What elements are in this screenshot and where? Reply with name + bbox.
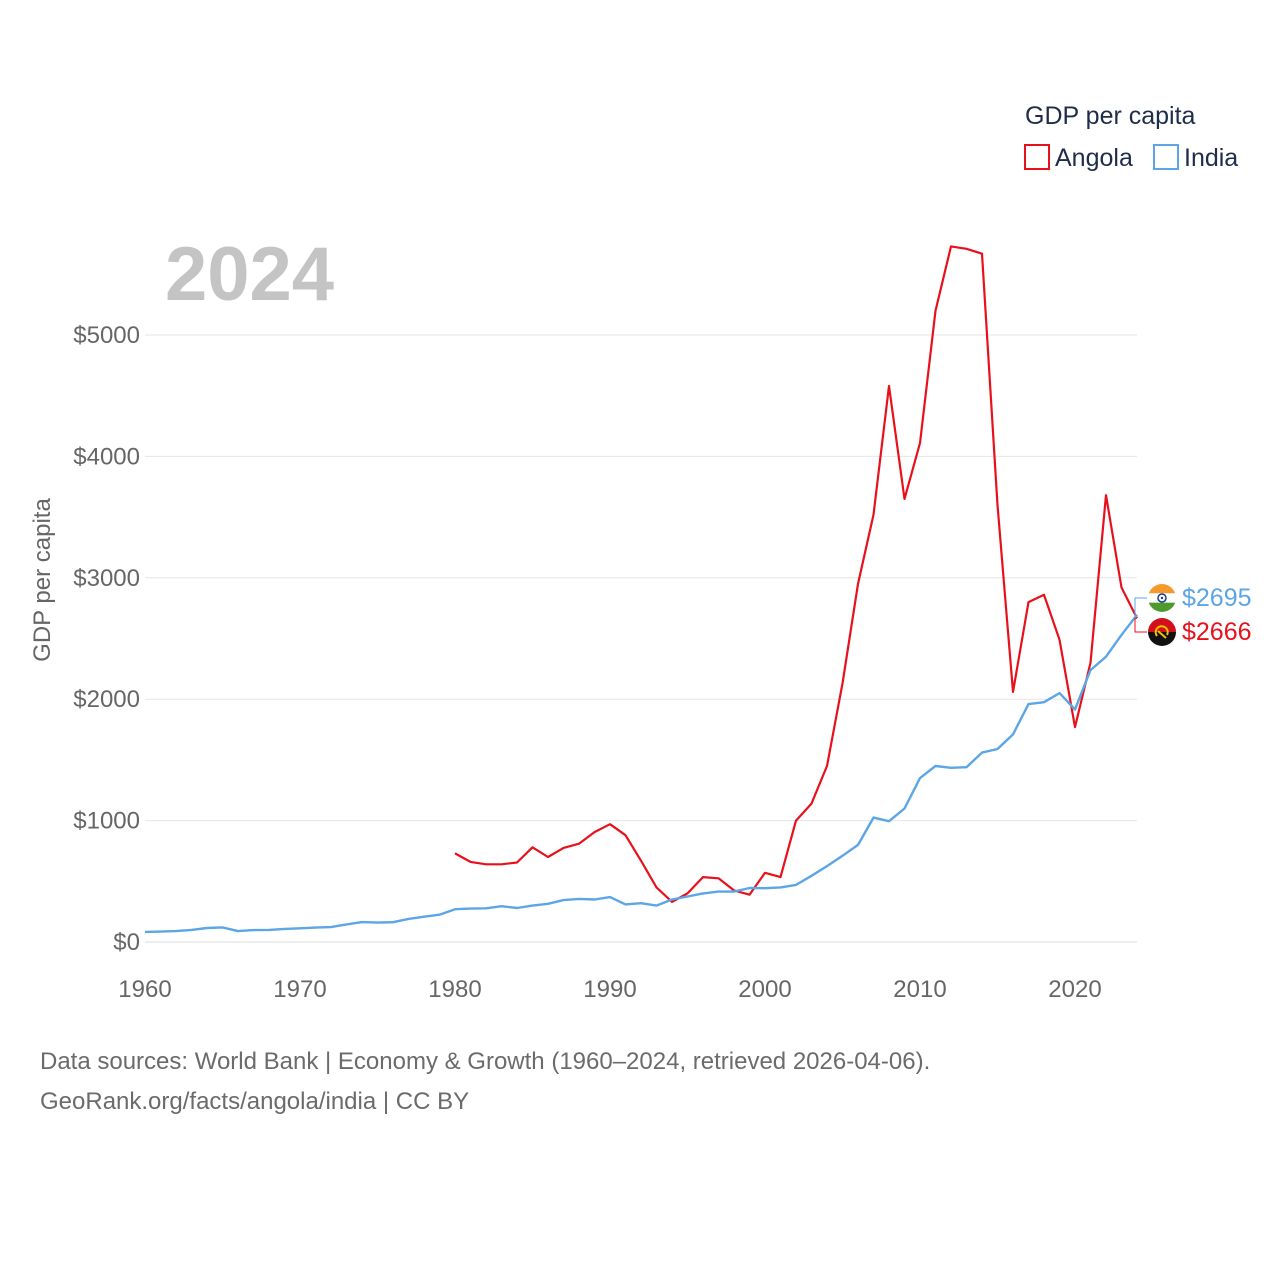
series-line-india[interactable] (144, 614, 1138, 934)
x-tick-label: 1960 (118, 976, 171, 1003)
end-labels: $2695 $2666 (1134, 584, 1252, 646)
legend-title: GDP per capita (1025, 102, 1196, 130)
y-axis-ticks: $0 $1000 $2000 $3000 $4000 $5000 (73, 322, 140, 956)
x-tick-label: 1970 (273, 976, 326, 1003)
y-tick-label: $3000 (73, 565, 140, 592)
gdp-per-capita-chart: $0 $1000 $2000 $3000 $4000 $5000 1960 1970 1980… (29, 102, 1252, 1003)
source-line-2[interactable]: GeoRank.org/facts/angola/india | CC BY (40, 1088, 470, 1115)
x-tick-label: 2000 (738, 976, 791, 1003)
y-tick-label: $2000 (73, 686, 140, 713)
india-flag-icon (1148, 584, 1176, 612)
x-tick-label: 2010 (893, 976, 946, 1003)
y-tick-label: $0 (113, 929, 140, 956)
y-tick-label: $5000 (73, 322, 140, 349)
x-tick-label: 1990 (583, 976, 636, 1003)
angola-end-connector (1134, 617, 1147, 633)
source-line-1: Data sources: World Bank | Economy & Gro… (40, 1048, 931, 1075)
angola-flag-icon (1148, 618, 1176, 646)
y-axis-label: GDP per capita (29, 498, 56, 662)
legend-swatch-india (1153, 144, 1179, 170)
x-axis-ticks: 1960 1970 1980 1990 2000 2010 2020 (118, 976, 1101, 1003)
series-lines (144, 245, 1138, 934)
x-tick-label: 2020 (1048, 976, 1101, 1003)
legend-item-india[interactable]: India (1153, 144, 1238, 172)
y-tick-label: $1000 (73, 808, 140, 835)
legend-label-india: India (1184, 144, 1238, 172)
india-end-value: $2695 (1182, 584, 1252, 612)
y-tick-label: $4000 (73, 443, 140, 470)
x-tick-label: 1980 (428, 976, 481, 1003)
grid-lines (145, 334, 1137, 943)
india-end-connector (1134, 597, 1147, 616)
series-line-angola[interactable] (454, 245, 1138, 904)
legend-swatch-angola (1024, 144, 1050, 170)
legend-item-angola[interactable]: Angola (1024, 144, 1133, 172)
year-label: 2024 (165, 232, 334, 317)
source-note: Data sources: World Bank | Economy & Gro… (40, 1042, 930, 1122)
legend-label-angola: Angola (1055, 144, 1133, 172)
legend: GDP per capita Angola India (1024, 102, 1238, 172)
angola-end-value: $2666 (1182, 618, 1252, 646)
